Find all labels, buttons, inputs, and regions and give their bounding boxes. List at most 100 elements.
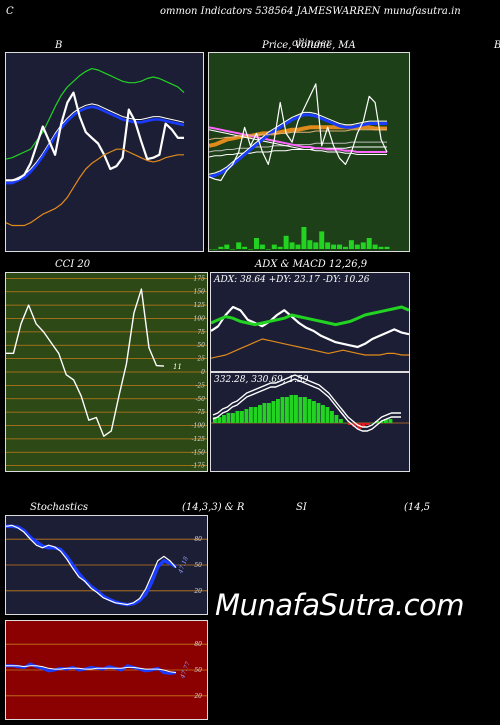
bollinger-middle-line (6, 105, 185, 185)
macd-histogram-bar (388, 419, 393, 423)
macd-histogram-bar (348, 423, 352, 425)
rsi-tick-label: 80 (194, 641, 202, 648)
header-title: ommon Indicators 538564 JAMESWARREN muna… (160, 6, 461, 17)
macd-histogram-bar (352, 423, 357, 427)
rsi-ma-line (6, 665, 177, 674)
volume-bar (295, 244, 301, 249)
watermark: MunafaSutra.com (215, 588, 465, 622)
macd-histogram-bar (330, 411, 334, 423)
volume-bar (319, 231, 325, 249)
cci-tick-label: 75 (197, 329, 205, 336)
cci-line (6, 288, 165, 437)
macd-histogram-bar (231, 413, 235, 423)
macd-signal-line (212, 374, 401, 428)
macd-histogram-bar (285, 397, 289, 423)
volume-bar (384, 246, 390, 249)
cci-tick-label: -75 (195, 409, 205, 416)
macd-histogram-bar (217, 417, 222, 423)
macd-histogram-bar (258, 405, 262, 423)
rsi-tick-label: 20 (193, 693, 202, 700)
cci-tick-label: 125 (194, 302, 206, 309)
volume-bar (360, 242, 366, 249)
cci-tick-label: 175 (194, 275, 206, 282)
adx-plus-dy-inner-line (211, 309, 409, 350)
rsi-title: SI (296, 502, 307, 513)
price-ma-overlay-title: ollinger (292, 38, 332, 49)
volume-bar (271, 244, 277, 249)
rsi-params: (14,5 (404, 502, 431, 513)
cci-tick-label: 150 (194, 289, 206, 296)
volume-bar (325, 242, 331, 249)
price-line (209, 83, 388, 182)
volume-bar (372, 244, 378, 249)
ma-pink-line (209, 126, 387, 153)
bollinger-panel (5, 52, 204, 252)
cci-chart: 175 150 125 100 75 50 25 0 -25 -50 -75 -100 -125 -150… (6, 275, 207, 470)
price-volume-ma-chart (209, 83, 390, 250)
volume-bar (366, 238, 372, 249)
macd-histogram-bar (339, 419, 343, 423)
adx-macd-title: ADX & MACD 12,26,9 (255, 259, 368, 270)
volume-bar (301, 227, 307, 249)
stoch-tick-label: 50 (194, 562, 202, 569)
cci-tick-label: -150 (192, 449, 206, 456)
volume-bar (209, 249, 212, 250)
volume-bar (313, 242, 319, 249)
macd-histogram-bar (294, 395, 298, 423)
macd-histogram-bar (276, 399, 280, 423)
cci-tick-label: 0 (201, 369, 205, 376)
adx-minus-dy-line (211, 338, 409, 359)
stoch-params: (14,3,3) & R (182, 502, 245, 513)
volume-bar (342, 246, 348, 249)
macd-histogram-bar (280, 397, 285, 423)
macd-histogram-bar (235, 411, 240, 423)
macd-histogram-bar (213, 417, 217, 423)
cci-tick-label: -125 (192, 436, 206, 443)
volume-bar (378, 246, 384, 249)
bollinger-middle-shadow (6, 103, 185, 181)
macd-histogram-bar (289, 395, 294, 423)
adx-plus-dy-line (211, 305, 409, 349)
macd-histogram-bar (316, 403, 321, 423)
volume-bar (253, 238, 259, 249)
ma-gray-lower-line (209, 141, 387, 153)
macd-histogram-bar (325, 407, 330, 423)
ma-long-line (209, 129, 387, 141)
stoch-k-line (6, 524, 177, 606)
macd-histogram-bar (321, 405, 325, 423)
macd-histogram-bar (366, 423, 370, 425)
macd-histogram-bar (244, 409, 249, 423)
macd-histogram-bar (267, 403, 271, 423)
ma-blue-shadow-line (209, 111, 387, 175)
macd-histogram-bar (222, 415, 226, 423)
stoch-d-line (6, 524, 177, 607)
header-letter: C (6, 6, 14, 17)
macd-histogram-bar (240, 411, 244, 423)
bollinger-title: B (55, 40, 63, 51)
macd-histogram-bar (384, 419, 388, 423)
volume-bar (259, 244, 265, 249)
macd-histogram-bar (226, 413, 231, 423)
volume-bar (230, 249, 236, 250)
macd-line (212, 378, 401, 432)
cci-tick-label: 50 (197, 342, 205, 349)
macd-histogram-bar (303, 397, 307, 423)
volume-bar (277, 246, 283, 249)
macd-values: 332.28, 330.69, 1.59 (214, 375, 309, 385)
volume-bar (212, 249, 218, 250)
stoch-title: Stochastics (30, 502, 88, 513)
adx-chart (211, 305, 409, 359)
volume-bar (331, 244, 337, 249)
adx-values: ADX: 38.64 +DY: 23.17 -DY: 10.26 (214, 275, 370, 285)
volume-bar (289, 242, 295, 249)
macd-histogram-bar (361, 423, 366, 427)
volume-bar (224, 244, 230, 249)
volume-bar (307, 240, 313, 249)
macd-histogram-bar (375, 421, 379, 423)
bollinger-lower-line (6, 148, 184, 227)
macd-histogram-bar (271, 401, 276, 423)
volume-bar (354, 244, 360, 249)
volume-bar (248, 249, 254, 250)
bollinger-chart (6, 68, 185, 227)
